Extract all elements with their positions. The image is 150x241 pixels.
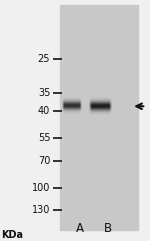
- Text: B: B: [104, 222, 112, 235]
- Text: A: A: [76, 222, 84, 235]
- Text: 55: 55: [38, 133, 50, 143]
- Text: 35: 35: [38, 88, 50, 98]
- Text: KDa: KDa: [2, 230, 24, 240]
- Text: 100: 100: [32, 183, 50, 193]
- Text: 40: 40: [38, 106, 50, 116]
- Text: 25: 25: [38, 54, 50, 64]
- Bar: [60, 5, 138, 230]
- Text: 70: 70: [38, 156, 50, 166]
- Text: 130: 130: [32, 205, 50, 215]
